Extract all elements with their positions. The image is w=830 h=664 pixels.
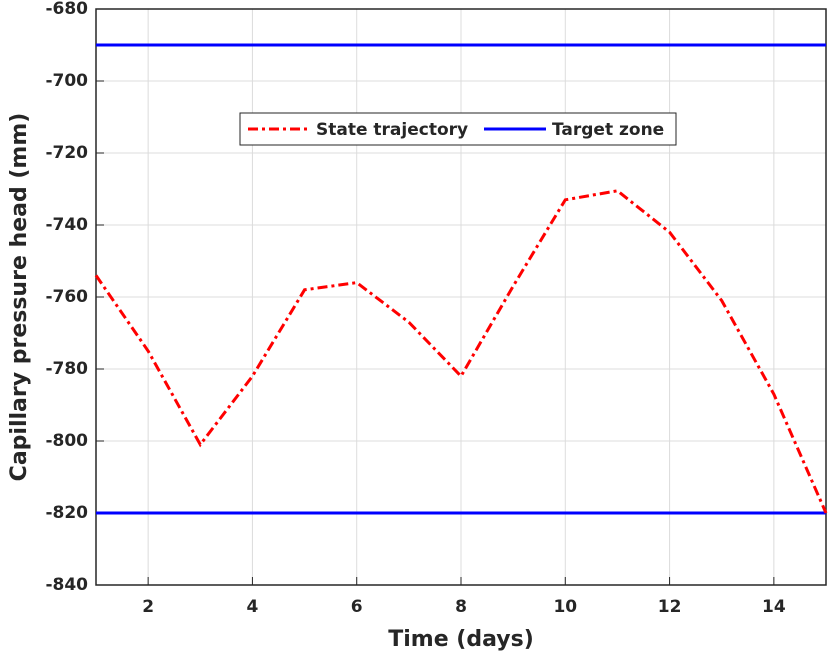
legend-label: State trajectory xyxy=(316,120,468,140)
legend-box xyxy=(239,112,677,146)
x-tick-label: 14 xyxy=(762,597,786,617)
y-tick-label: -820 xyxy=(45,503,88,523)
series-line xyxy=(94,189,828,514)
x-tick-label: 4 xyxy=(247,597,259,617)
x-tick-label: 8 xyxy=(455,597,467,617)
y-tick-label: -700 xyxy=(45,71,88,91)
legend-label: Target zone xyxy=(552,120,664,140)
plot-frame xyxy=(95,8,827,586)
x-tick-label: 2 xyxy=(142,597,154,617)
x-tick-label: 6 xyxy=(351,597,363,617)
y-axis-label: Capillary pressure head (mm) xyxy=(7,113,32,482)
y-tick-label: -840 xyxy=(45,575,88,595)
x-tick-label: 12 xyxy=(658,597,682,617)
y-tick-label: -780 xyxy=(45,359,88,379)
x-tick-label: 10 xyxy=(553,597,577,617)
y-tick-label: -720 xyxy=(45,143,88,163)
y-tick-label: -680 xyxy=(45,0,88,19)
x-axis-label: Time (days) xyxy=(388,627,534,652)
y-tick-label: -760 xyxy=(45,287,88,307)
y-tick-label: -800 xyxy=(45,431,88,451)
y-tick-label: -740 xyxy=(45,215,88,235)
